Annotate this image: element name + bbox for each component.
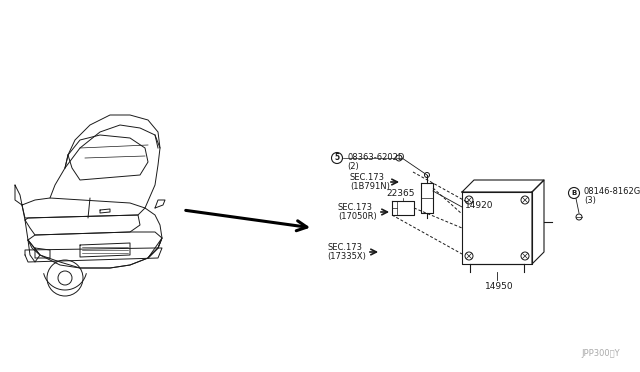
Text: 08363-6202D: 08363-6202D — [347, 153, 404, 161]
Text: SEC.173: SEC.173 — [350, 173, 385, 183]
Text: (1B791N): (1B791N) — [350, 183, 390, 192]
Text: 5: 5 — [335, 154, 340, 163]
Text: 14920: 14920 — [465, 202, 493, 211]
Text: (17335X): (17335X) — [327, 253, 366, 262]
Text: (2): (2) — [347, 161, 359, 170]
Text: (17050R): (17050R) — [338, 212, 377, 221]
Text: 08146-8162G: 08146-8162G — [584, 187, 640, 196]
Text: 22365: 22365 — [387, 189, 415, 198]
Text: SEC.173: SEC.173 — [338, 203, 373, 212]
Text: B: B — [572, 190, 577, 196]
Text: (3): (3) — [584, 196, 596, 205]
Text: JPP300〈Y: JPP300〈Y — [581, 349, 620, 358]
Text: SEC.173: SEC.173 — [327, 244, 362, 253]
Text: 14950: 14950 — [484, 282, 513, 291]
